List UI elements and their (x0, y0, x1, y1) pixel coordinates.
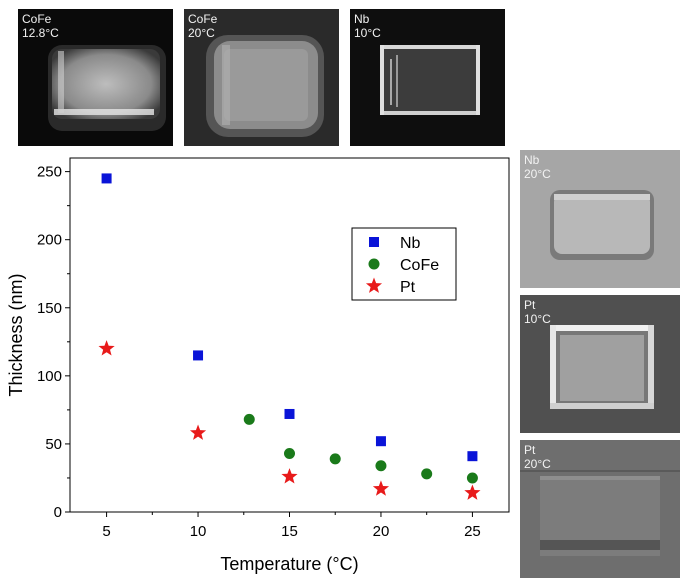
data-point-nb (101, 173, 112, 184)
data-point-pt (98, 340, 115, 356)
sem-temperature: 12.8°C (22, 26, 59, 40)
y-tick-label: 0 (54, 504, 62, 521)
sem-image-nb-10: Nb 10°C (350, 9, 505, 146)
sem-temperature: 10°C (354, 26, 381, 40)
sem-material: CoFe (22, 12, 52, 26)
y-tick-label: 250 (37, 164, 62, 181)
sem-temperature: 20°C (524, 167, 551, 181)
sem-label: CoFe 20°C (188, 12, 217, 40)
sem-nb-10-graphic (380, 45, 480, 115)
sem-image-pt-20: Pt 20°C (520, 440, 680, 578)
sem-material: Pt (524, 298, 536, 312)
legend-marker-nb (369, 237, 379, 247)
data-point-cofe (421, 468, 433, 480)
sem-temperature: 20°C (524, 457, 551, 471)
y-tick-label: 50 (45, 436, 62, 453)
sem-label: Pt 10°C (524, 298, 551, 326)
x-tick-label: 25 (464, 523, 481, 540)
y-tick-label: 150 (37, 300, 62, 317)
data-point-nb (284, 408, 295, 419)
data-point-nb (193, 350, 204, 361)
sem-image-nb-20: Nb 20°C (520, 150, 680, 288)
data-point-cofe (243, 413, 255, 425)
y-tick-label: 200 (37, 232, 62, 249)
sem-temperature: 20°C (188, 26, 215, 40)
sem-image-cofe-12-8: CoFe 12.8°C (18, 9, 173, 146)
data-point-cofe (329, 453, 341, 465)
sem-material: Nb (524, 153, 540, 167)
data-point-nb (467, 451, 478, 462)
sem-nb-20-graphic (550, 190, 654, 260)
sem-cofe-20-graphic (206, 35, 324, 137)
legend-label-nb: Nb (400, 235, 421, 252)
legend-marker-cofe (368, 258, 380, 270)
sem-label: CoFe 12.8°C (22, 12, 59, 40)
data-point-pt (372, 480, 390, 496)
x-axis-label: Temperature (°C) (220, 554, 358, 574)
data-point-pt (281, 468, 298, 484)
x-tick-label: 20 (373, 523, 390, 540)
sem-material: CoFe (188, 12, 218, 26)
y-axis-label: Thickness (nm) (6, 273, 26, 396)
data-point-cofe (375, 460, 387, 472)
legend-label-cofe: CoFe (400, 257, 439, 274)
data-point-cofe (284, 447, 295, 459)
sem-temperature: 10°C (524, 312, 551, 326)
sem-cofe-12-8-graphic (48, 45, 166, 131)
legend-marker-pt (365, 277, 383, 293)
sem-image-cofe-20: CoFe 20°C (184, 9, 339, 146)
sem-material: Nb (354, 12, 370, 26)
sem-pt-20-graphic (520, 470, 680, 556)
x-tick-label: 5 (102, 523, 110, 540)
y-tick-label: 100 (37, 368, 62, 385)
x-tick-label: 15 (281, 523, 298, 540)
sem-label: Nb 10°C (354, 12, 381, 40)
sem-pt-10-graphic (550, 325, 654, 409)
sem-label: Pt 20°C (524, 443, 551, 471)
sem-label: Nb 20°C (524, 153, 551, 181)
x-tick-label: 10 (190, 523, 207, 540)
data-point-pt (464, 484, 481, 500)
data-point-pt (189, 424, 207, 440)
data-point-cofe (466, 472, 478, 484)
legend-label-pt: Pt (400, 279, 416, 296)
sem-image-pt-10: Pt 10°C (520, 295, 680, 433)
data-point-nb (375, 436, 386, 447)
sem-material: Pt (524, 443, 536, 457)
